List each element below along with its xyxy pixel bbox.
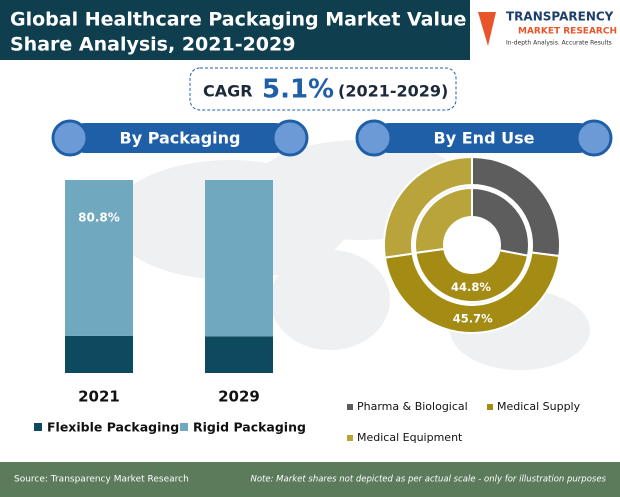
section-title: By Packaging: [120, 129, 241, 148]
pill-cap: [355, 119, 393, 157]
section-pill: [374, 123, 594, 153]
legend-swatch: [347, 435, 353, 441]
x-tick-label: 2029: [218, 388, 260, 406]
data-label: 80.8%: [78, 210, 120, 224]
donut-segment: [383, 251, 561, 334]
logo-name: TRANSPARENCY: [506, 10, 614, 24]
x-tick-label: 2021: [78, 388, 120, 406]
pill-cap: [51, 119, 89, 157]
logo-icon: [478, 12, 496, 46]
logo-box: [470, 0, 620, 60]
legend-swatch: [487, 404, 493, 410]
bar-segment: [65, 335, 133, 373]
bar-segment: [205, 180, 273, 337]
legend-label: Pharma & Biological: [357, 400, 468, 413]
data-label: 45.7%: [453, 311, 493, 325]
legend-label: Medical Equipment: [357, 431, 463, 444]
title: Global Healthcare Packaging Market Value: [10, 9, 466, 31]
footer-note: Note: Market shares not depicted as per …: [251, 475, 607, 485]
donut-segment: [414, 186, 473, 254]
legend-swatch: [347, 404, 353, 410]
legend-swatch: [180, 423, 188, 431]
pill-cap: [271, 119, 309, 157]
logo-subname: MARKET RESEARCH: [518, 27, 617, 37]
section-title: By End Use: [434, 129, 535, 148]
footer-source: Source: Transparency Market Research: [14, 475, 189, 485]
logo-tagline: In-depth Analysis. Accurate Results: [506, 40, 612, 47]
footer-band: [0, 462, 620, 497]
cagr-box: [189, 67, 457, 111]
data-label: 44.8%: [451, 280, 491, 294]
header-band: [0, 0, 470, 60]
cagr-period: (2021-2029): [338, 82, 448, 101]
legend-label: Medical Supply: [497, 400, 581, 413]
cagr-value: 5.1%: [262, 75, 334, 105]
legend-swatch: [34, 423, 42, 431]
donut-segment: [414, 247, 530, 303]
title: Share Analysis, 2021-2029: [10, 34, 295, 56]
bar-segment: [205, 336, 273, 373]
cagr-label: CAGR: [203, 82, 253, 101]
donut-segment: [383, 155, 473, 259]
legend-label: Rigid Packaging: [193, 420, 306, 435]
legend-label: Flexible Packaging: [47, 420, 179, 435]
section-pill: [70, 123, 290, 153]
bar-segment: [65, 180, 133, 336]
pill-cap: [575, 119, 613, 157]
